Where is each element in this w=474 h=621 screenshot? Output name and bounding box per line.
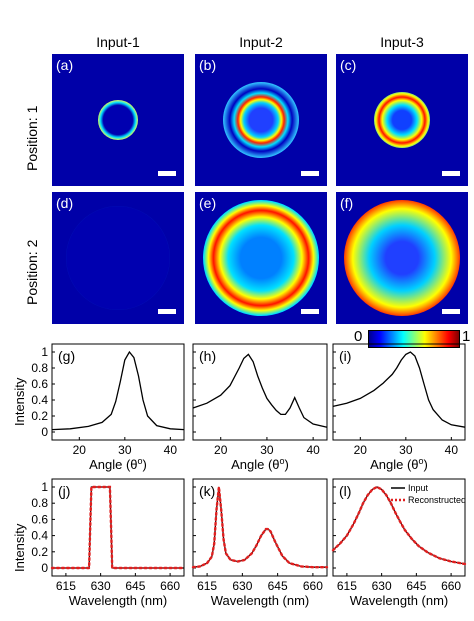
- panel-tag: (d): [56, 195, 74, 211]
- y-tick-label: 0.8: [31, 361, 48, 375]
- panel-tag: (b): [199, 57, 217, 73]
- x-tick-label: 660: [160, 579, 180, 593]
- x-tick-label: 645: [268, 579, 288, 593]
- x-tick-label: 630: [372, 579, 392, 593]
- x-tick-label: 645: [406, 579, 426, 593]
- series-reconstructed-line: [331, 485, 467, 566]
- panel-tag: (g): [58, 348, 75, 364]
- scale-bar: [442, 309, 460, 314]
- plot-frame: [192, 478, 328, 577]
- panel-tag: (e): [199, 195, 217, 211]
- series-line: [332, 351, 466, 428]
- x-tick-label: 630: [91, 579, 111, 593]
- ring-pattern: [223, 82, 299, 158]
- colorbar-min-label: 0: [354, 328, 363, 345]
- x-axis-label: Angle (θo): [370, 456, 428, 472]
- scale-bar: [158, 171, 176, 176]
- plot-frame: [192, 343, 328, 441]
- plot-frame: [51, 478, 185, 577]
- panel-b: (b): [195, 54, 327, 186]
- ring-pattern: [203, 200, 319, 316]
- panel-f: (f): [336, 192, 468, 324]
- y-tick-label: 0.8: [31, 496, 48, 510]
- column-title-input-1: Input-1: [96, 34, 140, 50]
- ring-pattern: [98, 100, 138, 140]
- x-tick-label: 615: [337, 579, 357, 593]
- x-axis-label: Wavelength (nm): [69, 593, 168, 608]
- panel-tag: (h): [199, 348, 216, 364]
- panel-tag: (f): [340, 195, 354, 211]
- x-tick-label: 615: [56, 579, 76, 593]
- panel-tag: (c): [340, 57, 357, 73]
- legend-entry-reconstructed: Reconstructed: [408, 495, 466, 505]
- panel-tag: (i): [339, 348, 351, 364]
- x-axis-label: Wavelength (nm): [350, 593, 449, 608]
- panel-tag: (a): [56, 57, 74, 73]
- scale-bar: [442, 171, 460, 176]
- x-tick-label: 40: [164, 443, 178, 457]
- x-tick-label: 20: [354, 443, 368, 457]
- y-tick-label: 0.6: [31, 512, 48, 526]
- panel-c: (c): [336, 54, 468, 186]
- y-tick-label: 1: [41, 345, 48, 359]
- series-line: [52, 486, 184, 569]
- x-tick-label: 30: [118, 443, 132, 457]
- x-tick-label: 630: [232, 579, 252, 593]
- column-title-input-2: Input-2: [239, 34, 283, 50]
- scale-bar: [301, 171, 319, 176]
- x-tick-label: 660: [303, 579, 323, 593]
- panel-d: (d): [52, 192, 184, 324]
- x-tick-label: 30: [260, 443, 274, 457]
- x-axis-label: Wavelength (nm): [211, 593, 310, 608]
- y-tick-label: 0.6: [31, 377, 48, 391]
- series-line: [51, 350, 185, 431]
- y-tick-label: 0.4: [31, 393, 48, 407]
- y-tick-label: 0.4: [31, 529, 48, 543]
- y-tick-label: 0.2: [31, 545, 48, 559]
- panel-tag: (l): [339, 483, 351, 499]
- x-tick-label: 615: [197, 579, 217, 593]
- legend-entry-input: Input: [408, 483, 429, 493]
- y-tick-label: 0: [41, 561, 48, 575]
- y-tick-label: 1: [41, 480, 48, 494]
- x-tick-label: 20: [214, 443, 228, 457]
- column-title-input-3: Input-3: [380, 34, 424, 50]
- ring-pattern: [66, 206, 170, 310]
- x-tick-label: 30: [399, 443, 413, 457]
- x-axis-label: Angle (θo): [89, 456, 147, 472]
- colorbar-max-label: 1: [462, 328, 471, 345]
- scale-bar: [158, 309, 176, 314]
- x-axis-label: Angle (θo): [231, 456, 289, 472]
- plot-frame: [332, 343, 466, 441]
- plot-frame: [332, 478, 466, 577]
- series-reconstructed-line: [191, 486, 329, 569]
- x-tick-label: 20: [73, 443, 87, 457]
- x-tick-label: 40: [445, 443, 459, 457]
- y-tick-label: 0.2: [31, 409, 48, 423]
- ring-pattern: [374, 92, 430, 148]
- ring-pattern: [344, 200, 460, 316]
- panel-tag: (k): [199, 483, 215, 499]
- x-tick-label: 660: [441, 579, 461, 593]
- panel-e: (e): [195, 192, 327, 324]
- panel-tag: (j): [58, 483, 70, 499]
- plot-frame: [51, 343, 185, 441]
- series-line: [192, 353, 328, 428]
- x-tick-label: 40: [306, 443, 320, 457]
- y-tick-label: 0: [41, 425, 48, 439]
- scale-bar: [301, 309, 319, 314]
- series-reconstructed-line: [50, 485, 186, 570]
- x-tick-label: 645: [125, 579, 145, 593]
- panel-a: (a): [52, 54, 184, 186]
